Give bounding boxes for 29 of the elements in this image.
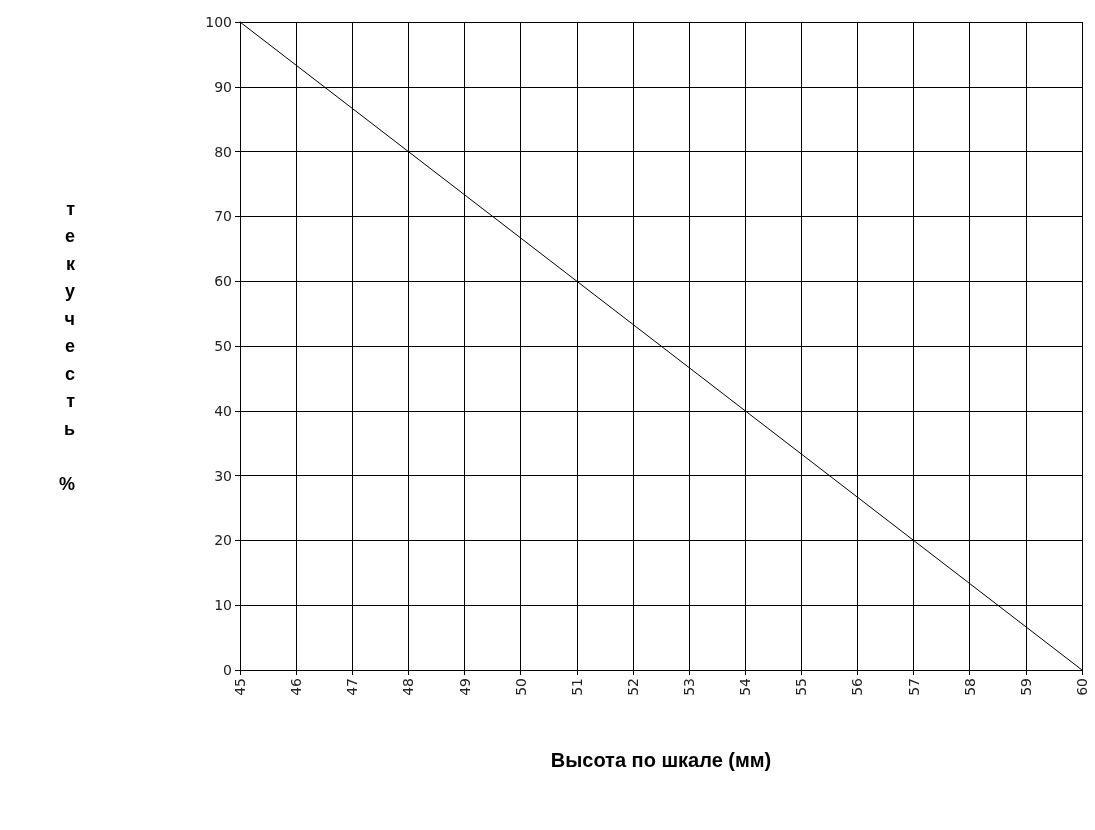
y-tick-label: 40 — [214, 402, 232, 419]
x-tick-label: 53 — [681, 678, 698, 696]
x-tick-label: 50 — [512, 678, 529, 696]
y-tick-label: 30 — [214, 467, 232, 484]
x-tick-label: 47 — [344, 678, 361, 696]
x-tick-label: 59 — [1017, 678, 1034, 696]
y-tick-label: 70 — [214, 208, 232, 225]
x-tick-label: 55 — [793, 678, 810, 696]
y-tick-label: 100 — [205, 14, 232, 30]
x-tick-label: 45 — [232, 678, 248, 696]
x-axis-title: Высота по шкале (мм) — [550, 749, 772, 771]
y-tick-label: 90 — [214, 78, 232, 95]
x-tick-label: 51 — [568, 678, 585, 696]
x-tick-label: 56 — [849, 677, 866, 696]
x-tick-label: 48 — [400, 678, 417, 696]
x-tick-label: 60 — [1074, 678, 1090, 696]
y-tick-label: 50 — [214, 338, 232, 354]
y-tick-label: 0 — [223, 662, 232, 678]
y-tick-label: 80 — [214, 143, 232, 160]
x-tick-label: 52 — [624, 678, 641, 696]
y-tick-label: 60 — [214, 273, 232, 290]
text: текучесть % — [58, 198, 75, 494]
y-tick-label: 10 — [214, 597, 232, 614]
y-tick-label: 20 — [214, 532, 232, 549]
x-tick-label: 49 — [456, 678, 473, 696]
x-tick-label: 58 — [961, 678, 978, 696]
x-tick-label: 57 — [905, 678, 922, 696]
x-tick-label: 46 — [288, 677, 305, 696]
x-tick-label: 54 — [737, 677, 754, 696]
